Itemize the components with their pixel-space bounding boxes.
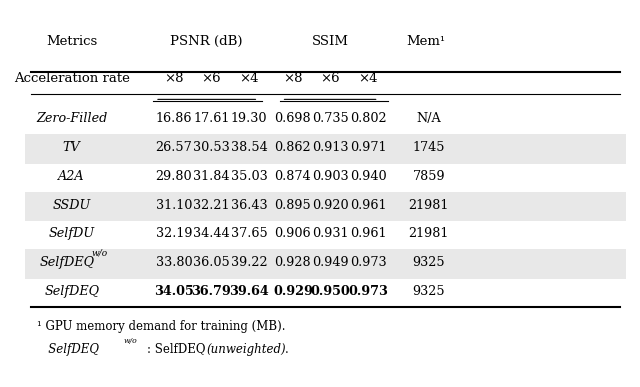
- Text: 29.80: 29.80: [156, 170, 192, 183]
- Text: 0.940: 0.940: [349, 170, 387, 183]
- Text: 9325: 9325: [412, 285, 445, 298]
- Text: : SelfDEQ: : SelfDEQ: [147, 342, 209, 356]
- Text: w/o: w/o: [92, 248, 108, 258]
- Text: SSDU: SSDU: [52, 199, 91, 212]
- Text: 35.03: 35.03: [230, 170, 268, 183]
- Text: 32.21: 32.21: [193, 199, 230, 212]
- Text: 39.22: 39.22: [230, 256, 268, 269]
- Text: Metrics: Metrics: [46, 35, 97, 48]
- Text: PSNR (dB): PSNR (dB): [170, 35, 243, 48]
- Text: 0.735: 0.735: [312, 112, 349, 125]
- Text: 9325: 9325: [412, 256, 445, 269]
- Text: Zero-Filled: Zero-Filled: [36, 112, 108, 125]
- Text: (unweighted): (unweighted): [206, 342, 286, 356]
- Text: 17.61: 17.61: [193, 112, 230, 125]
- Text: 30.53: 30.53: [193, 141, 230, 154]
- Text: 0.906: 0.906: [275, 227, 311, 240]
- Text: 1745: 1745: [413, 141, 445, 154]
- Text: 39.64: 39.64: [229, 285, 269, 298]
- Text: 0.949: 0.949: [312, 256, 349, 269]
- Text: 37.65: 37.65: [230, 227, 268, 240]
- Text: 7859: 7859: [412, 170, 445, 183]
- Text: 0.973: 0.973: [349, 256, 387, 269]
- Text: 19.30: 19.30: [231, 112, 268, 125]
- Text: Acceleration rate: Acceleration rate: [14, 72, 130, 85]
- Text: 0.928: 0.928: [275, 256, 311, 269]
- Text: 0.874: 0.874: [275, 170, 311, 183]
- Text: ×4: ×4: [358, 72, 378, 85]
- Text: ×8: ×8: [164, 72, 184, 85]
- Text: 0.950: 0.950: [310, 285, 350, 298]
- Text: 0.931: 0.931: [312, 227, 349, 240]
- FancyBboxPatch shape: [25, 134, 626, 164]
- Text: 0.862: 0.862: [275, 141, 311, 154]
- Text: 32.19: 32.19: [156, 227, 192, 240]
- Text: Mem¹: Mem¹: [406, 35, 445, 48]
- Text: 16.86: 16.86: [156, 112, 192, 125]
- Text: ×6: ×6: [202, 72, 221, 85]
- Text: SelfDEQ: SelfDEQ: [44, 285, 99, 298]
- Text: 38.54: 38.54: [230, 141, 268, 154]
- Text: 0.973: 0.973: [348, 285, 388, 298]
- FancyBboxPatch shape: [25, 249, 626, 279]
- Text: 0.929: 0.929: [273, 285, 313, 298]
- Text: 0.802: 0.802: [349, 112, 387, 125]
- Text: SelfDEQ: SelfDEQ: [37, 342, 99, 356]
- Text: 0.920: 0.920: [312, 199, 349, 212]
- Text: SelfDEQ: SelfDEQ: [40, 256, 95, 269]
- Text: 36.43: 36.43: [230, 199, 268, 212]
- Text: 36.79: 36.79: [191, 285, 231, 298]
- Text: ¹ GPU memory demand for training (MB).: ¹ GPU memory demand for training (MB).: [37, 320, 286, 332]
- Text: 26.57: 26.57: [156, 141, 192, 154]
- Text: ×4: ×4: [239, 72, 259, 85]
- Text: 0.971: 0.971: [349, 141, 387, 154]
- Text: 21981: 21981: [408, 199, 449, 212]
- Text: .: .: [285, 342, 289, 356]
- Text: ×6: ×6: [321, 72, 340, 85]
- Text: 0.895: 0.895: [275, 199, 311, 212]
- Text: 34.44: 34.44: [193, 227, 230, 240]
- Text: 34.05: 34.05: [154, 285, 194, 298]
- Text: 0.961: 0.961: [349, 199, 387, 212]
- Text: 31.84: 31.84: [193, 170, 230, 183]
- Text: 21981: 21981: [408, 227, 449, 240]
- Text: A2A: A2A: [58, 170, 85, 183]
- Text: SelfDU: SelfDU: [49, 227, 95, 240]
- Text: 0.698: 0.698: [275, 112, 311, 125]
- Text: ×8: ×8: [283, 72, 303, 85]
- Text: 0.913: 0.913: [312, 141, 349, 154]
- Text: 36.05: 36.05: [193, 256, 230, 269]
- Text: SSIM: SSIM: [312, 35, 349, 48]
- Text: w/o: w/o: [124, 337, 138, 346]
- Text: 33.80: 33.80: [156, 256, 192, 269]
- Text: 31.10: 31.10: [156, 199, 192, 212]
- Text: N/A: N/A: [417, 112, 441, 125]
- Text: 0.961: 0.961: [349, 227, 387, 240]
- Text: TV: TV: [63, 141, 81, 154]
- FancyBboxPatch shape: [25, 192, 626, 221]
- Text: 0.903: 0.903: [312, 170, 349, 183]
